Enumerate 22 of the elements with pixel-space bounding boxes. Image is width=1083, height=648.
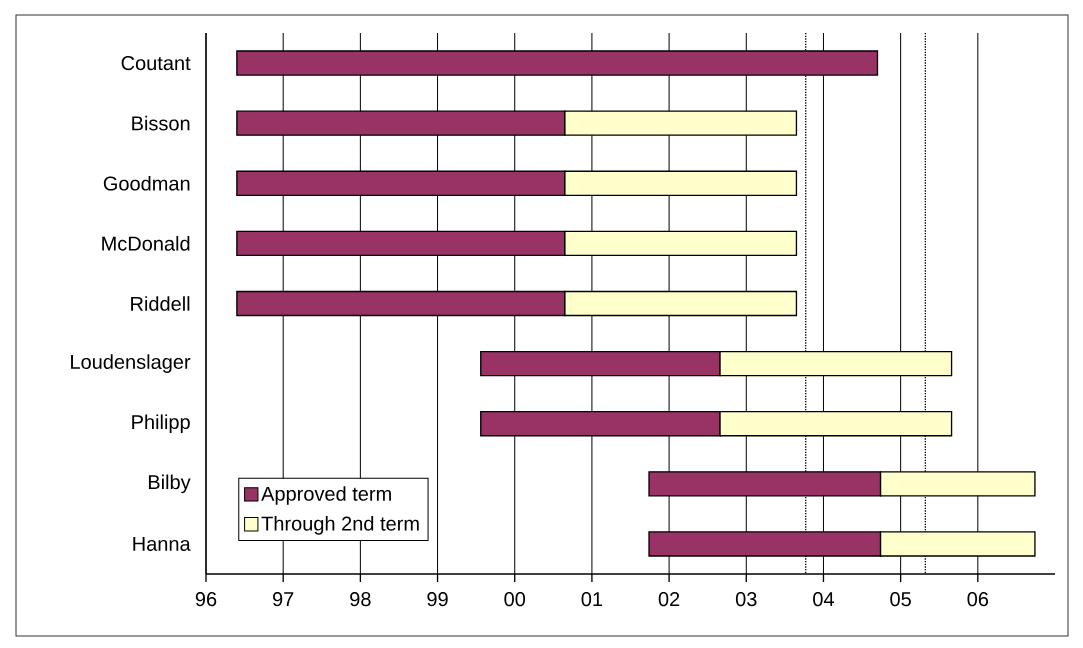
x-tick-label: 02 <box>658 592 680 607</box>
x-tick-label: 98 <box>350 592 371 607</box>
y-tick-label: Hanna <box>133 536 191 551</box>
y-tick-label: Loudenslager <box>71 354 191 373</box>
y-tick-label: Coutant <box>121 55 191 71</box>
y-tick-label: Bisson <box>132 115 190 131</box>
x-tick-label: 96 <box>195 592 217 607</box>
y-tick-label: Bilby <box>148 474 191 494</box>
y-tick-label: Goodman <box>103 175 190 191</box>
x-tick-label: 99 <box>427 592 448 607</box>
x-tick-label: 04 <box>813 592 834 607</box>
x-tick-label: 06 <box>967 592 989 607</box>
x-tick-label: 03 <box>735 592 757 607</box>
y-tick-label: Philipp <box>132 414 190 434</box>
y-tick-label: McDonald <box>102 236 190 251</box>
x-tick-label: 01 <box>581 592 603 607</box>
x-tick-label: 00 <box>504 592 526 607</box>
legend-label: Through 2nd term <box>261 516 419 535</box>
x-tick-label: 97 <box>273 592 294 607</box>
x-tick-label: 05 <box>890 592 911 607</box>
legend-label: Approved term <box>261 486 391 505</box>
y-tick-label: Riddell <box>131 296 190 311</box>
